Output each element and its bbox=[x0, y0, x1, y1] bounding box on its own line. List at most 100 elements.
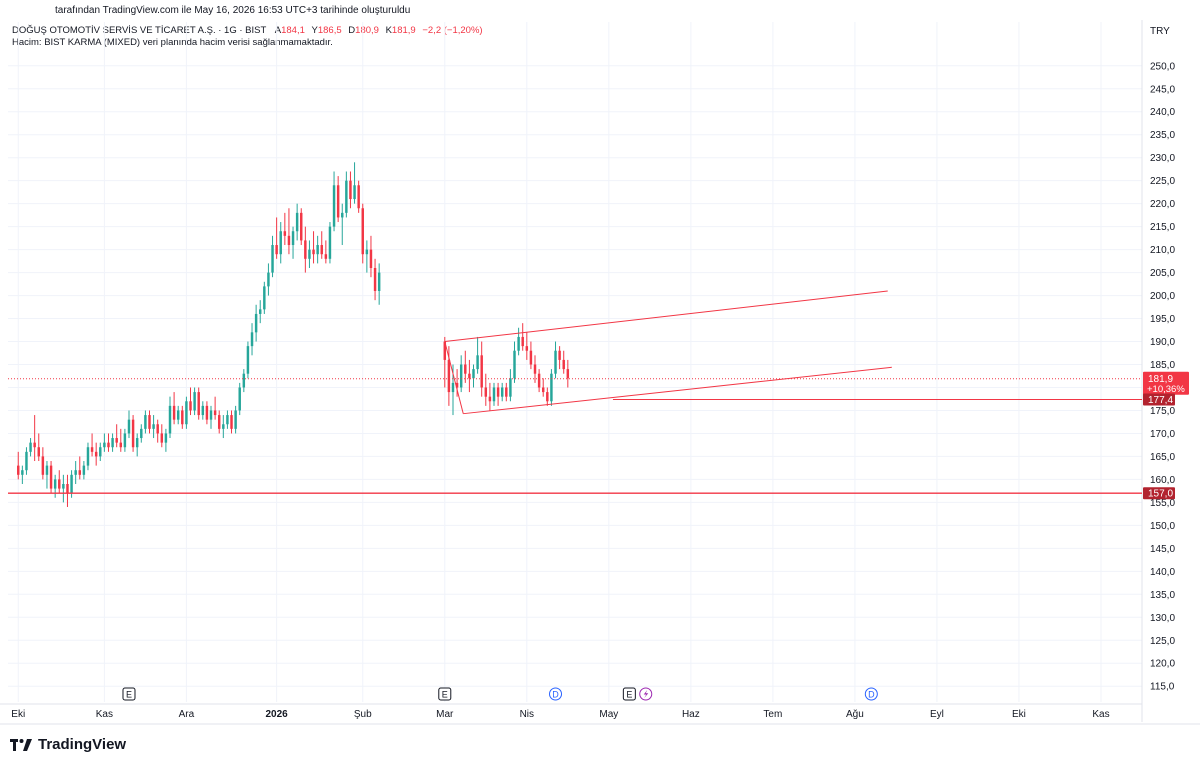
dividend-marker-label: D bbox=[868, 690, 875, 700]
candle-body bbox=[119, 442, 123, 448]
earnings-marker-label: E bbox=[442, 690, 448, 700]
candle-body bbox=[464, 364, 467, 374]
candle-body bbox=[287, 235, 291, 246]
x-tick-label: May bbox=[599, 709, 618, 720]
candle-body bbox=[541, 387, 545, 393]
close-label: K bbox=[385, 25, 392, 36]
candle-body bbox=[312, 249, 315, 255]
dividend-marker-label: D bbox=[552, 690, 559, 700]
candle-body bbox=[308, 249, 311, 259]
earnings-marker-label: E bbox=[126, 690, 132, 700]
candle-body bbox=[131, 419, 135, 448]
candle-body bbox=[484, 387, 488, 397]
candle-body bbox=[529, 350, 533, 365]
candle-body bbox=[29, 442, 32, 452]
candle-body bbox=[135, 438, 139, 448]
upper-channel-left-edge-line bbox=[444, 341, 464, 414]
candle-body bbox=[152, 424, 155, 429]
y-tick-label: 220,0 bbox=[1150, 199, 1175, 210]
level-tag-value: 157,0 bbox=[1148, 489, 1173, 500]
candle-body bbox=[58, 479, 61, 489]
level-tag bbox=[1143, 487, 1175, 500]
x-tick-label: Nis bbox=[520, 709, 534, 720]
x-tick-label: Ağu bbox=[846, 709, 864, 720]
candle-body bbox=[279, 231, 282, 255]
candle-body bbox=[127, 419, 131, 434]
candle-body bbox=[328, 226, 332, 259]
y-tick-label: 135,0 bbox=[1150, 590, 1175, 601]
candle-body bbox=[78, 470, 82, 475]
candle-body bbox=[254, 313, 258, 333]
candle-body bbox=[500, 387, 504, 397]
candle-body bbox=[21, 470, 24, 475]
candle-body bbox=[455, 382, 459, 388]
candle-body bbox=[566, 369, 570, 379]
candle-body bbox=[324, 254, 328, 259]
symbol-name: DOĞUŞ OTOMOTİV SERVİS VE TİCARET A.Ş. · … bbox=[12, 25, 267, 36]
low-value: 180,9 bbox=[355, 25, 379, 36]
candle-body bbox=[558, 350, 561, 360]
candle-body bbox=[234, 410, 237, 429]
candle-body bbox=[144, 415, 147, 429]
x-tick-label: Kas bbox=[1092, 709, 1109, 720]
candle-body bbox=[123, 433, 127, 448]
candle-body bbox=[513, 350, 516, 379]
candle-body bbox=[492, 387, 496, 402]
x-tick-label: Eki bbox=[1012, 709, 1026, 720]
high-value: 186,5 bbox=[317, 25, 342, 36]
y-tick-label: 240,0 bbox=[1150, 107, 1175, 118]
candle-body bbox=[17, 465, 20, 475]
candle-body bbox=[480, 355, 483, 388]
candle-body bbox=[197, 392, 200, 416]
symbol-legend: DOĞUŞ OTOMOTİV SERVİS VE TİCARET A.Ş. · … bbox=[12, 25, 483, 36]
candle-body bbox=[537, 373, 541, 388]
candle-body bbox=[189, 401, 192, 411]
earnings-marker bbox=[438, 687, 452, 701]
candle-body bbox=[554, 350, 557, 374]
candle-body bbox=[509, 378, 512, 397]
y-tick-label: 140,0 bbox=[1150, 567, 1175, 578]
candle-body bbox=[103, 442, 106, 448]
high-label: Y bbox=[311, 25, 318, 36]
candle-body bbox=[263, 286, 266, 310]
candle-body bbox=[320, 245, 323, 255]
last-price-value: 181,9 bbox=[1148, 374, 1173, 385]
candle-body bbox=[275, 245, 278, 255]
candle-body bbox=[209, 410, 213, 420]
x-tick-label: Tem bbox=[763, 709, 782, 720]
candle-body bbox=[49, 465, 53, 489]
candle-body bbox=[205, 405, 209, 420]
candle-body bbox=[246, 346, 250, 374]
candle-body bbox=[193, 392, 196, 411]
y-tick-label: 235,0 bbox=[1150, 130, 1175, 141]
candle-body bbox=[213, 410, 217, 416]
y-tick-label: 145,0 bbox=[1150, 544, 1175, 555]
y-tick-label: 250,0 bbox=[1150, 61, 1175, 72]
candle-body bbox=[250, 332, 254, 347]
y-tick-label: 125,0 bbox=[1150, 636, 1175, 647]
candle-body bbox=[525, 346, 529, 351]
published-info: tarafından TradingView.com ile May 16, 2… bbox=[55, 5, 411, 16]
x-tick-label: Mar bbox=[436, 709, 454, 720]
x-tick-label: Şub bbox=[354, 709, 372, 720]
x-tick-label: Eyl bbox=[930, 709, 944, 720]
level-tag bbox=[1143, 393, 1175, 406]
candle-body bbox=[164, 433, 168, 443]
candle-body bbox=[267, 272, 270, 287]
candle-body bbox=[295, 212, 299, 232]
candle-body bbox=[94, 451, 98, 457]
last-price-change: +10,36% bbox=[1147, 384, 1185, 395]
candle-body bbox=[140, 428, 143, 439]
y-tick-label: 205,0 bbox=[1150, 268, 1175, 279]
tradingview-logo[interactable]: TradingView bbox=[10, 736, 126, 753]
candle-body bbox=[115, 438, 118, 443]
open-label: A bbox=[274, 25, 282, 36]
earnings-marker-label: E bbox=[626, 690, 632, 700]
candle-body bbox=[107, 442, 110, 448]
y-tick-label: 165,0 bbox=[1150, 452, 1175, 463]
candle-body bbox=[25, 451, 28, 471]
candle-body bbox=[90, 447, 94, 452]
candle-body bbox=[377, 272, 381, 291]
candle-body bbox=[353, 185, 356, 200]
